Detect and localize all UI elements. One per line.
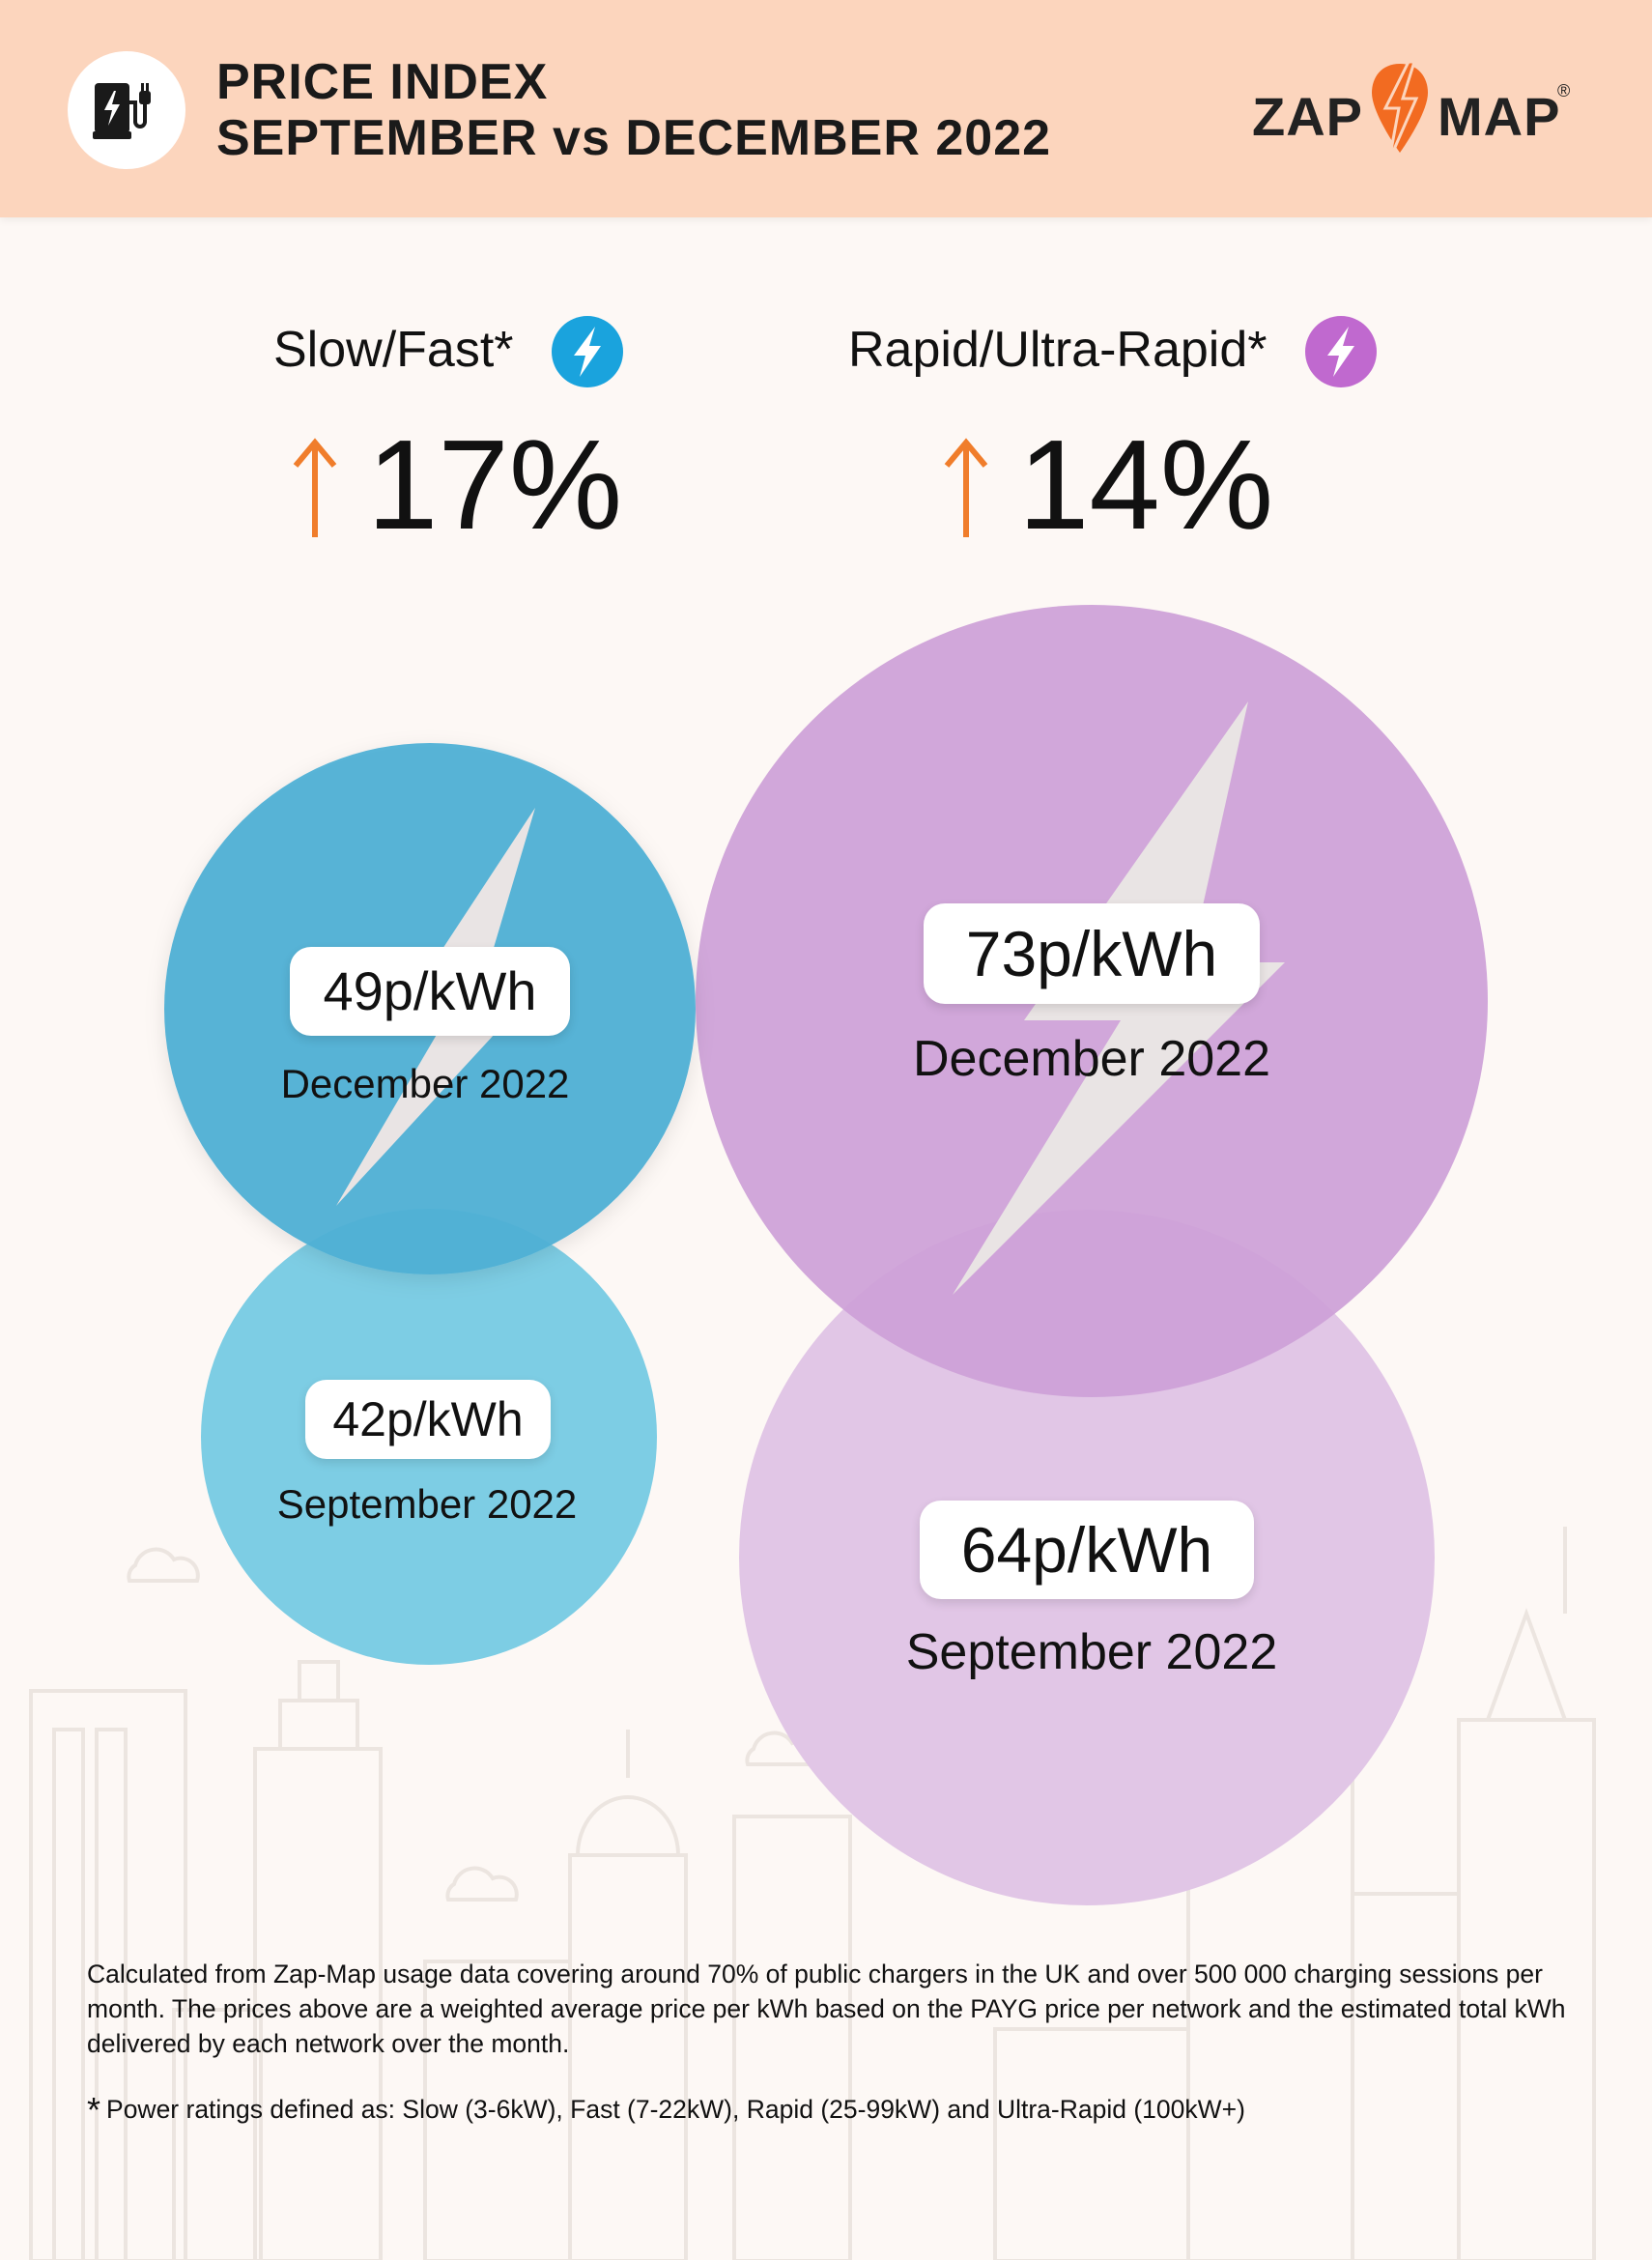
page-title-line-2: SEPTEMBER vs DECEMBER 2022 — [216, 110, 1052, 166]
logo-pin-bolt-icon — [1372, 60, 1428, 161]
price-label-rapid-september: 64p/kWh — [920, 1501, 1254, 1599]
logo-text-map: MAP — [1438, 86, 1561, 147]
arrow-up-icon — [293, 438, 337, 537]
arrow-up-icon — [944, 438, 988, 537]
category-label-slow-fast: Slow/Fast* — [273, 322, 514, 378]
price-label-slow-december: 49p/kWh — [290, 947, 570, 1036]
category-label-rapid: Rapid/Ultra-Rapid* — [848, 322, 1267, 378]
power-ratings-text: Power ratings defined as: Slow (3-6kW), … — [106, 2095, 1245, 2124]
methodology-footnote: Calculated from Zap-Map usage data cover… — [87, 1960, 1566, 2058]
logo-text-zap: ZAP — [1252, 86, 1363, 147]
change-percent-slow-fast: 17% — [367, 414, 623, 556]
page-title-line-1: PRICE INDEX — [216, 54, 549, 110]
lightning-bolt-icon — [1304, 315, 1378, 388]
month-label-slow-december: December 2022 — [280, 1061, 570, 1106]
header-banner: PRICE INDEX SEPTEMBER vs DECEMBER 2022 Z… — [0, 0, 1652, 217]
ev-charger-icon — [68, 51, 185, 169]
price-label-slow-september: 42p/kWh — [305, 1380, 551, 1459]
change-percent-rapid: 14% — [1018, 414, 1274, 556]
month-label-slow-september: September 2022 — [276, 1481, 578, 1527]
month-label-rapid-september: September 2022 — [905, 1624, 1278, 1680]
lightning-bolt-icon — [551, 315, 624, 388]
registered-mark: ® — [1557, 81, 1571, 100]
zap-map-logo: ZAP MAP ® — [1252, 60, 1581, 166]
footnote-asterisk: * — [87, 2090, 101, 2130]
price-label-rapid-december: 73p/kWh — [924, 903, 1260, 1004]
month-label-rapid-december: December 2022 — [913, 1031, 1270, 1087]
city-skyline-illustration — [29, 1527, 1596, 2260]
lightning-bolt-icon — [336, 808, 541, 1206]
power-ratings-note: * Power ratings defined as: Slow (3-6kW),… — [87, 2092, 1575, 2128]
